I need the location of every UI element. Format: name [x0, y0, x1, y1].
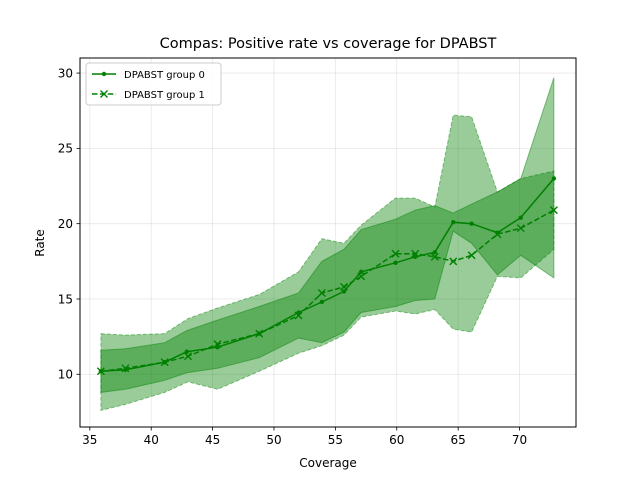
point-group-1 [184, 352, 193, 361]
x-tick-label: 45 [205, 433, 220, 447]
point-group-0 [341, 289, 347, 294]
point-group-0 [393, 260, 398, 266]
point-group-1 [121, 364, 130, 373]
point-group-0 [551, 176, 557, 181]
point-group-0 [432, 250, 438, 255]
point-group-1 [357, 272, 366, 281]
point-group-0 [469, 221, 474, 226]
confidence-bands [100, 77, 555, 412]
legend: DPABST group 0 DPABST group 1 [85, 62, 222, 106]
y-tick-label: 20 [58, 217, 73, 231]
legend-marker-group-1 [100, 90, 108, 98]
x-tick-label: 70 [512, 433, 527, 447]
point-group-1 [160, 358, 169, 367]
point-group-0 [184, 349, 190, 354]
point-group-0 [451, 219, 456, 225]
y-tick-label: 10 [58, 368, 73, 382]
x-tick-label: 60 [389, 433, 404, 447]
y-axis-label: Rate [33, 229, 47, 257]
y-tick-label: 15 [58, 292, 73, 306]
point-group-1 [213, 340, 222, 349]
series-markers [96, 176, 558, 376]
band-group-0 [100, 77, 555, 393]
chart-title: Compas: Positive rate vs coverage for DP… [160, 36, 497, 52]
legend-label-group-0: DPABST group 0 [124, 70, 205, 81]
point-group-1 [449, 257, 458, 266]
point-group-1 [96, 367, 105, 376]
x-tick-label: 55 [328, 433, 343, 447]
line-group-1 [100, 209, 555, 373]
band-group-1 [100, 114, 555, 412]
x-tick-label: 35 [82, 433, 97, 447]
x-tick-label: 65 [450, 433, 465, 447]
point-group-1 [411, 249, 420, 258]
y-tick-label: 30 [58, 66, 73, 80]
legend-box [85, 62, 222, 106]
x-tick-label: 50 [266, 433, 281, 447]
plot-background [80, 58, 576, 427]
x-axis: 35 40 45 50 55 60 65 70 [82, 427, 527, 447]
point-group-0 [518, 215, 523, 220]
point-group-1 [430, 252, 439, 261]
legend-marker-group-0 [101, 71, 107, 77]
point-group-1 [391, 249, 400, 258]
point-group-0 [319, 299, 325, 305]
point-group-1 [493, 230, 502, 239]
legend-label-group-1: DPABST group 1 [124, 90, 205, 101]
point-group-1 [549, 206, 558, 215]
point-group-1 [294, 311, 303, 320]
series-lines [100, 178, 555, 373]
x-tick-label: 40 [144, 433, 159, 447]
point-group-1 [317, 288, 326, 297]
point-group-1 [339, 282, 348, 291]
point-group-1 [516, 224, 525, 233]
y-axis: 10 15 20 25 30 [58, 66, 80, 382]
plot-frame [79, 57, 577, 428]
point-group-1 [255, 329, 264, 338]
point-group-1 [467, 251, 476, 260]
x-axis-label: Coverage [299, 456, 357, 470]
y-tick-label: 25 [58, 142, 73, 156]
point-group-0 [358, 269, 364, 275]
